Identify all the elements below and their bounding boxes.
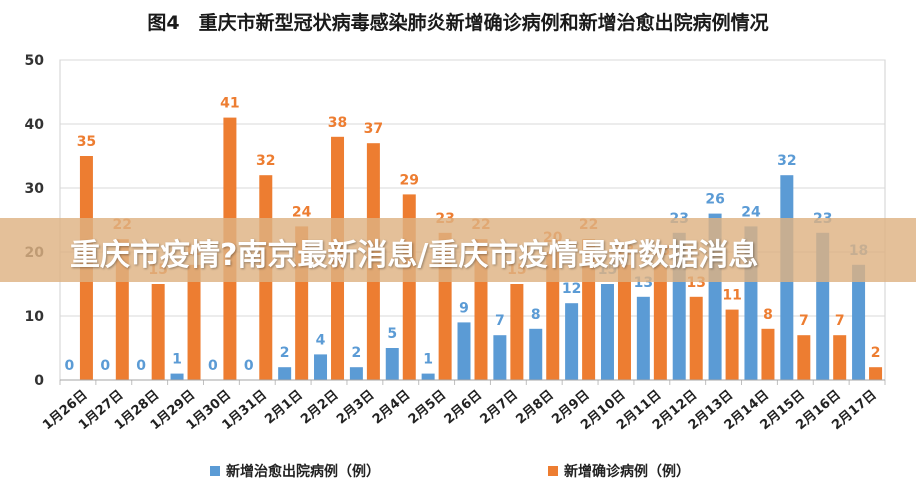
data-label-confirmed: 7 xyxy=(835,313,845,329)
data-label-cured: 7 xyxy=(495,313,505,329)
chart-title: 图4 重庆市新型冠状病毒感染肺炎新增确诊病例和新增治愈出院病例情况 xyxy=(147,12,769,34)
data-label-cured: 0 xyxy=(65,358,75,374)
y-tick-label: 0 xyxy=(34,373,44,389)
data-label-cured: 5 xyxy=(387,326,397,342)
bar-cured xyxy=(493,335,507,380)
data-label-cured: 0 xyxy=(136,358,146,374)
legend-label: 新增确诊病例（例） xyxy=(564,463,690,480)
bar-cured xyxy=(529,328,543,380)
data-label-cured: 26 xyxy=(705,192,724,208)
data-label-cured: 12 xyxy=(562,281,581,297)
data-label-cured: 24 xyxy=(741,204,761,220)
bar-cured xyxy=(278,367,292,380)
x-tick-label: 2月3日 xyxy=(334,388,377,428)
data-label-confirmed: 8 xyxy=(763,307,773,323)
bar-cured xyxy=(457,322,471,380)
data-label-confirmed: 11 xyxy=(722,288,741,304)
data-label-cured: 0 xyxy=(208,358,218,374)
overlay-banner xyxy=(0,218,916,282)
x-tick-label: 2月4日 xyxy=(370,388,413,428)
data-label-confirmed: 37 xyxy=(364,121,383,137)
y-tick-label: 30 xyxy=(25,181,45,197)
data-label-cured: 1 xyxy=(423,352,433,368)
bar-cured xyxy=(636,296,650,380)
bar-cured xyxy=(421,373,435,380)
data-label-cured: 0 xyxy=(100,358,110,374)
data-label-cured: 2 xyxy=(352,345,362,361)
data-label-cured: 4 xyxy=(316,332,326,348)
bar-confirmed xyxy=(761,328,775,380)
bar-confirmed xyxy=(833,335,847,380)
data-label-cured: 32 xyxy=(777,153,796,169)
data-label-cured: 9 xyxy=(459,300,469,316)
data-label-cured: 1 xyxy=(172,352,182,368)
x-tick-label: 2月6日 xyxy=(442,388,485,428)
data-label-confirmed: 32 xyxy=(256,153,275,169)
bar-confirmed xyxy=(546,252,560,380)
x-tick-label: 2月1日 xyxy=(262,388,305,428)
bar-confirmed xyxy=(689,296,703,380)
data-label-confirmed: 29 xyxy=(400,172,419,188)
data-label-confirmed: 7 xyxy=(799,313,809,329)
bar-confirmed xyxy=(151,284,165,380)
x-tick-label: 2月2日 xyxy=(298,388,341,428)
bar-confirmed xyxy=(653,264,667,380)
x-tick-label: 2月7日 xyxy=(478,388,521,428)
data-label-confirmed: 35 xyxy=(77,134,96,150)
bar-confirmed xyxy=(510,284,524,380)
y-tick-label: 10 xyxy=(25,309,45,325)
bar-confirmed xyxy=(797,335,811,380)
bar-confirmed xyxy=(725,309,739,380)
legend-label: 新增治愈出院病例（例） xyxy=(226,463,380,480)
y-tick-label: 40 xyxy=(25,117,45,133)
data-label-cured: 2 xyxy=(280,345,290,361)
bar-cured xyxy=(170,373,184,380)
data-label-confirmed: 38 xyxy=(328,115,347,131)
data-label-confirmed: 24 xyxy=(292,204,312,220)
x-tick-label: 2月5日 xyxy=(406,388,449,428)
y-tick-label: 50 xyxy=(25,53,45,69)
data-label-confirmed: 2 xyxy=(871,345,881,361)
banner-text: 重庆市疫情?南京最新消息/重庆市疫情最新数据消息 xyxy=(70,238,759,273)
bar-cured xyxy=(349,367,363,380)
bar-confirmed xyxy=(617,264,631,380)
legend-swatch xyxy=(548,466,558,476)
bar-cured xyxy=(314,354,328,380)
bar-confirmed xyxy=(869,367,883,380)
data-label-cured: 0 xyxy=(244,358,254,374)
legend-swatch xyxy=(210,466,220,476)
bar-cured xyxy=(852,264,866,380)
bar-cured xyxy=(600,284,614,380)
bar-cured xyxy=(565,303,579,380)
data-label-confirmed: 41 xyxy=(220,96,239,112)
x-tick-label: 2月8日 xyxy=(513,388,556,428)
data-label-cured: 8 xyxy=(531,307,541,323)
bar-confirmed xyxy=(187,264,201,380)
bar-cured xyxy=(385,348,399,380)
